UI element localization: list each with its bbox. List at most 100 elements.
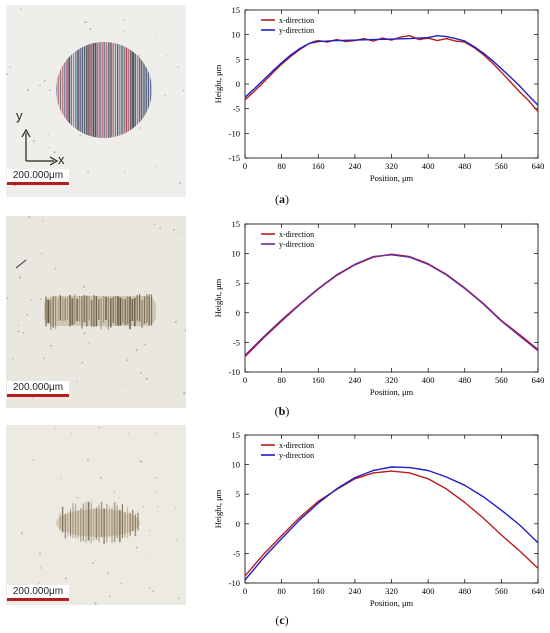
worn-track <box>15 259 156 330</box>
series-line-x-direction <box>244 35 539 113</box>
speck <box>166 55 168 57</box>
y-axis-title: Height, μm <box>213 489 223 528</box>
scale-bar-a: 200.000μm <box>7 169 69 185</box>
speck <box>126 359 129 361</box>
speck <box>146 553 148 555</box>
speck <box>182 89 185 92</box>
speck <box>159 227 161 229</box>
speck <box>79 134 82 137</box>
x-tick-label: 160 <box>312 586 325 596</box>
speck <box>28 216 31 219</box>
orientation-arrows <box>21 128 59 166</box>
speck <box>19 8 22 10</box>
speck <box>53 427 56 430</box>
x-axis-title: Position, μm <box>370 387 414 397</box>
x-tick-label: 80 <box>277 161 286 171</box>
x-tick-label: 0 <box>243 586 247 596</box>
caption-b: (b) <box>274 404 290 418</box>
y-tick-label: 15 <box>232 219 241 229</box>
speck <box>39 84 41 87</box>
speck <box>76 496 79 499</box>
y-tick-label: -10 <box>229 128 240 138</box>
speck <box>26 89 29 92</box>
x-tick-label: 80 <box>277 375 286 385</box>
speck <box>179 181 182 184</box>
speck <box>95 559 97 561</box>
speck <box>89 28 92 30</box>
speck <box>145 377 148 380</box>
scale-bar-b: 200.000μm <box>7 381 69 397</box>
y-tick-label: 15 <box>232 430 241 440</box>
speck <box>184 329 186 332</box>
speck <box>175 506 177 509</box>
speck <box>140 372 142 374</box>
x-tick-label: 320 <box>385 161 398 171</box>
speck <box>12 358 14 360</box>
scale-bar-c: 200.000μm <box>7 585 69 601</box>
speck <box>156 490 158 493</box>
x-tick-label: 640 <box>532 375 545 385</box>
speck <box>38 552 42 555</box>
speck <box>139 460 142 463</box>
speck <box>108 595 111 598</box>
speck <box>183 392 186 395</box>
speck <box>26 313 28 316</box>
x-tick-label: 0 <box>243 161 247 171</box>
speck <box>86 459 89 462</box>
speck <box>144 290 146 292</box>
speck <box>122 30 125 32</box>
y-tick-label: -15 <box>229 153 240 163</box>
chart-svg-b: -10 -5 0 5 10 15 0 80 160 240 320 400 480 560 640 Posit… <box>213 219 545 397</box>
micrograph-image-a <box>6 5 186 197</box>
y-axis-title: Height, μm <box>213 278 223 317</box>
speck <box>47 133 49 135</box>
speck <box>41 252 43 255</box>
y-tick-label: -10 <box>229 578 240 588</box>
speck <box>106 572 109 575</box>
y-tick-label: 15 <box>232 5 241 15</box>
series-line-y-direction <box>244 254 539 356</box>
micrograph-image-b <box>6 216 186 408</box>
y-tick-label: 5 <box>236 278 240 288</box>
x-tick-label: 80 <box>277 586 286 596</box>
speck <box>177 597 180 600</box>
speck <box>32 459 35 461</box>
speck <box>38 582 40 584</box>
speck <box>135 349 138 352</box>
speck <box>164 94 166 97</box>
speck <box>53 151 56 154</box>
chart-svg-c: -10 -5 0 5 10 15 0 80 160 240 320 400 480 560 640 Posit… <box>213 430 544 608</box>
speck <box>32 139 35 142</box>
micrograph-image-c <box>6 425 186 605</box>
speck <box>90 500 93 502</box>
speck <box>82 285 85 288</box>
speck <box>40 298 42 300</box>
speck <box>44 439 46 441</box>
speck <box>118 497 120 499</box>
series-line-y-direction <box>244 35 539 106</box>
x-tick-label: 0 <box>243 375 247 385</box>
speck <box>19 276 22 279</box>
speck <box>22 331 25 334</box>
y-arrow-head <box>21 128 31 138</box>
x-tick-label: 480 <box>458 375 471 385</box>
x-tick-label: 400 <box>422 375 435 385</box>
speck <box>124 171 126 173</box>
speck <box>144 343 146 346</box>
x-axis-title: Position, μm <box>370 173 414 183</box>
speck <box>88 342 90 344</box>
photo-axis-x-label: x <box>58 152 65 167</box>
y-tick-label: -5 <box>233 104 240 114</box>
speck <box>20 532 23 535</box>
speck <box>43 357 45 360</box>
y-tick-label: 5 <box>236 54 240 64</box>
y-tick-label: 10 <box>232 460 241 470</box>
speck <box>172 229 175 232</box>
speck <box>156 506 159 508</box>
scratch <box>15 259 27 269</box>
chart-a: -15 -10 -5 0 5 10 15 0 80 160 240 320 400 480 560 640 Po… <box>200 2 550 192</box>
speck <box>50 344 53 347</box>
